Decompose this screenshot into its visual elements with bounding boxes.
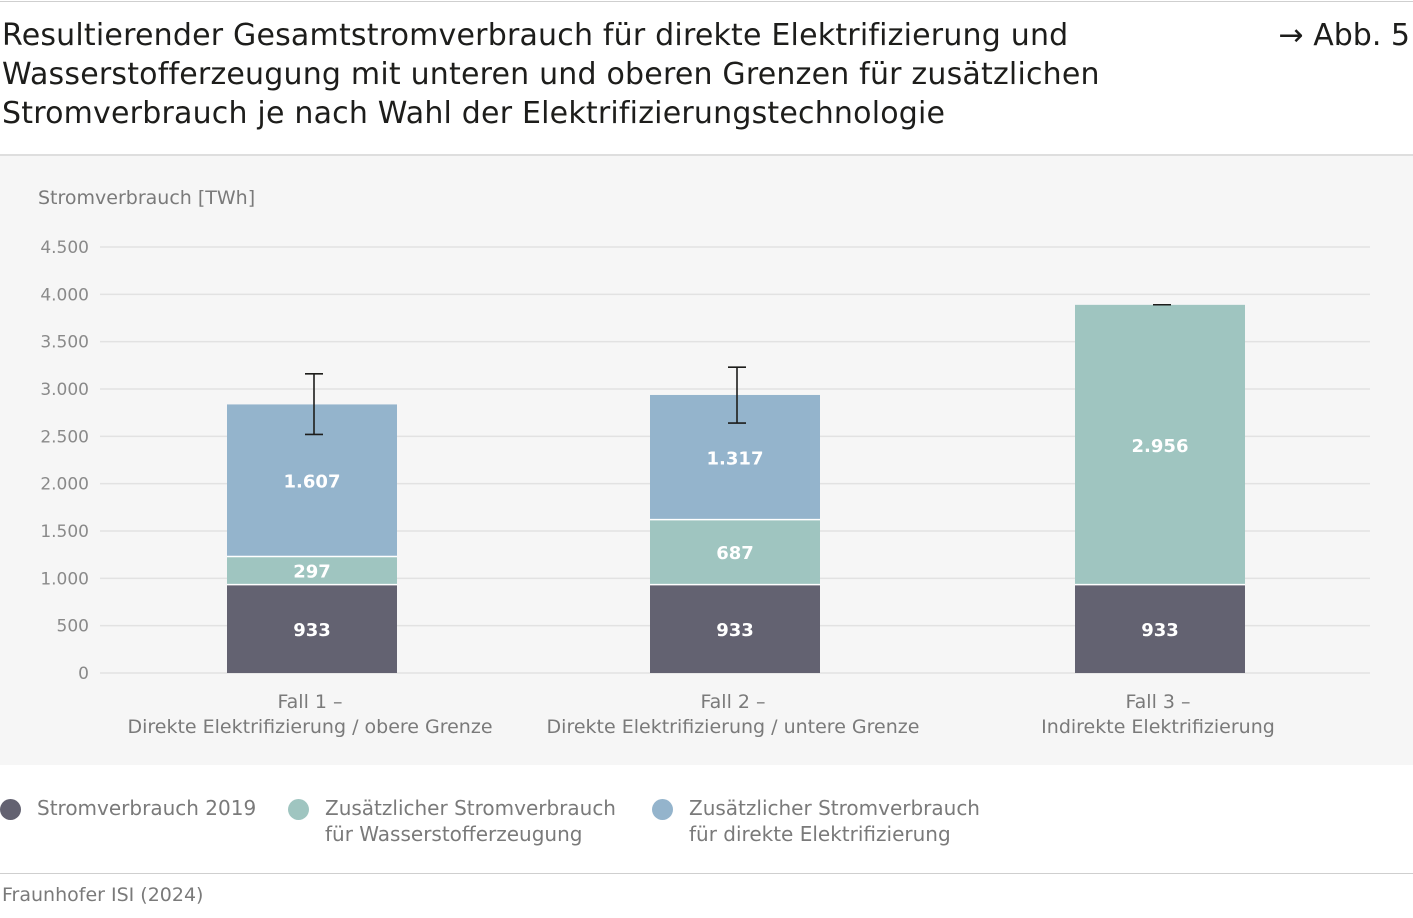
source-note: Fraunhofer ISI (2024) [2,884,204,906]
bar-segment [1075,584,1245,673]
legend-swatch [0,799,21,820]
y-tick-label: 2.000 [40,475,89,495]
data-label: 1.607 [284,471,341,492]
x-tick-label: Indirekte Elektrifizierung [1041,716,1275,738]
legend-swatch [652,799,673,820]
bar-segment [227,404,397,557]
bottom-rule [0,873,1413,874]
data-label: 2.956 [1132,436,1189,457]
x-tick-label: Fall 2 – [700,691,765,713]
data-label: 933 [293,620,331,641]
y-tick-label: 500 [57,617,89,637]
data-label: 933 [1141,620,1179,641]
y-tick-label: 0 [78,664,89,684]
data-label: 1.317 [707,448,764,469]
x-tick-label: Fall 3 – [1125,691,1190,713]
bar-segment [227,556,397,585]
bar-segment [1075,304,1245,585]
top-rule [0,1,1413,2]
figure-reference[interactable]: → Abb. 5 [1278,18,1410,53]
y-tick-label: 1.500 [40,522,89,542]
y-tick-label: 3.500 [40,333,89,353]
legend-label: Zusätzlicher Stromverbrauch für Wasserst… [325,796,616,846]
y-tick-label: 4.500 [40,238,89,258]
bar-segment [227,584,397,673]
bar-segment [650,519,820,585]
title-rule [0,154,1413,156]
y-tick-label: 1.000 [40,569,89,589]
x-tick-label: Direkte Elektrifizierung / obere Grenze [127,716,492,738]
legend-swatch [288,799,309,820]
y-tick-label: 4.000 [40,285,89,305]
stacked-bar-chart: Stromverbrauch [TWh] 0 500 1.000 1.500 2.000 2… [38,187,1370,738]
y-axis-label: Stromverbrauch [TWh] [38,187,255,209]
data-label: 687 [716,543,754,564]
bar-segment [650,394,820,520]
figure-title: Resultierender Gesamtstromverbrauch für … [2,18,1100,131]
x-tick-label: Direkte Elektrifizierung / untere Grenze [547,716,920,738]
bar-segment [650,584,820,673]
data-label: 933 [716,620,754,641]
y-tick-label: 2.500 [40,427,89,447]
y-tick-label: 3.000 [40,380,89,400]
data-label: 297 [293,562,331,583]
legend-label: Zusätzlicher Stromverbrauch für direkte … [689,796,980,846]
x-tick-label: Fall 1 – [277,691,342,713]
legend-label: Stromverbrauch 2019 [37,796,257,820]
